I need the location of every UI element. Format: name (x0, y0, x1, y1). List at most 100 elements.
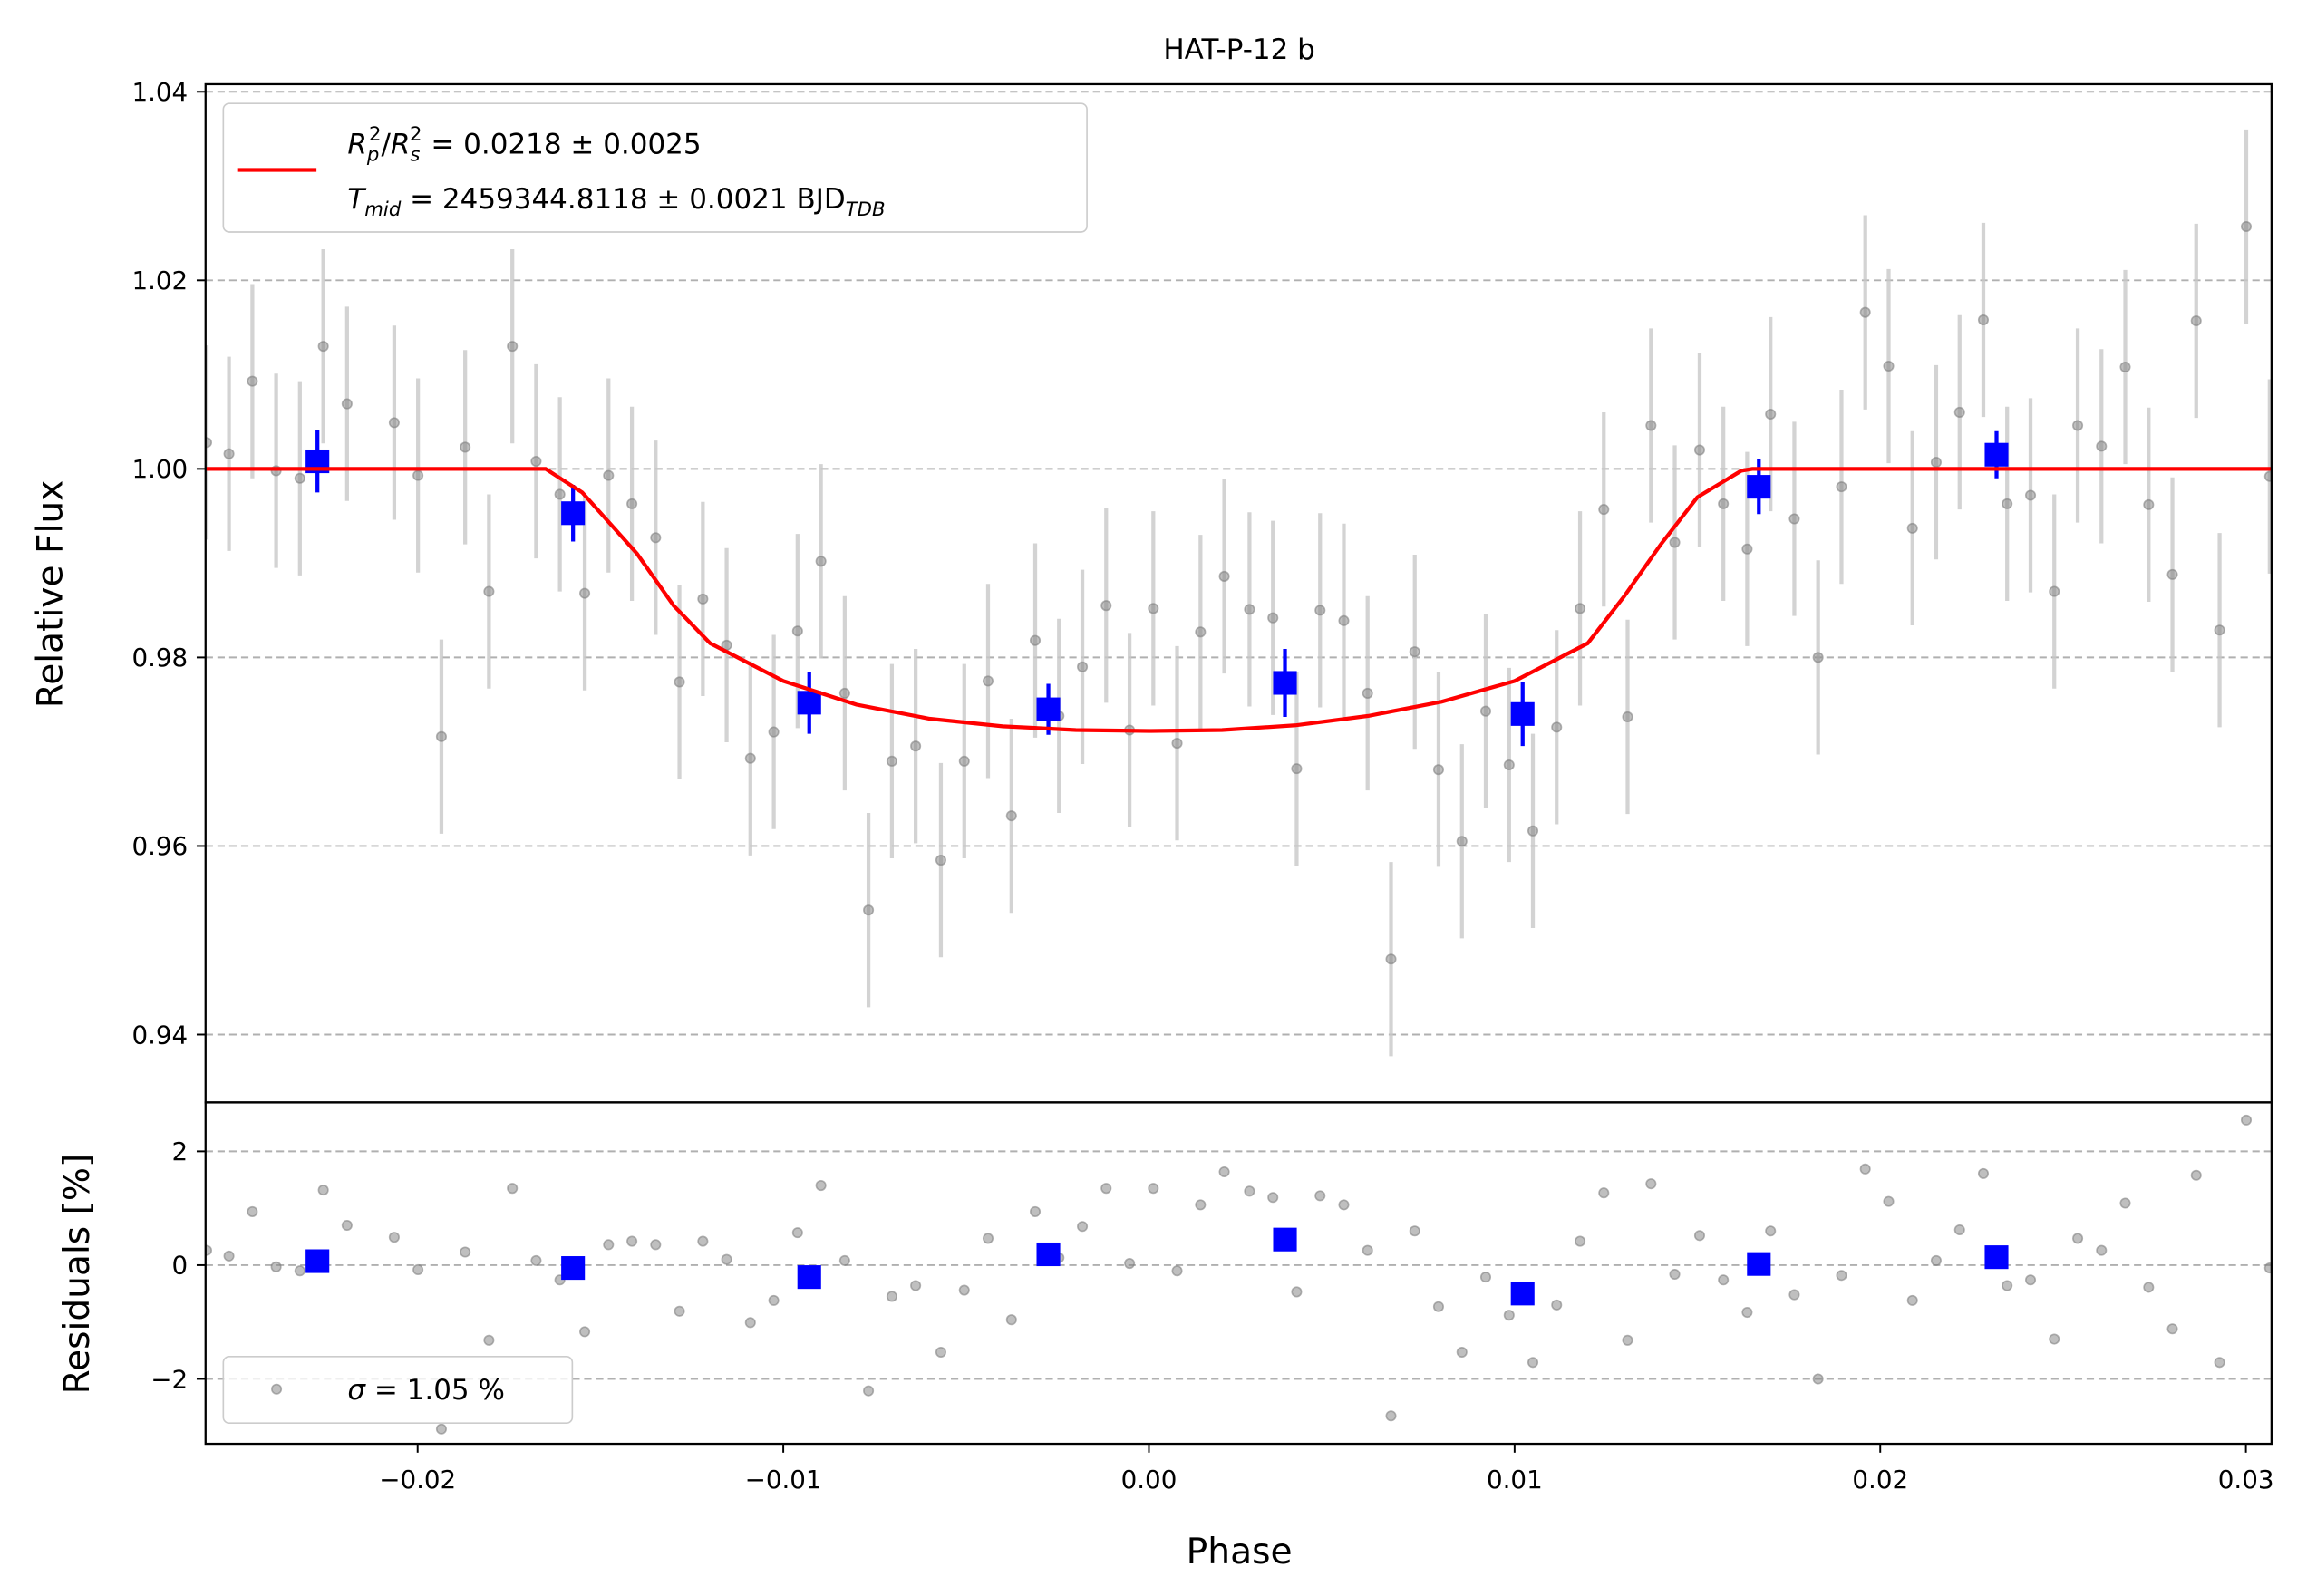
data-point (2049, 585, 2060, 597)
data-point (247, 375, 258, 387)
data-point (1338, 614, 1350, 626)
binned-point (1273, 671, 1297, 695)
data-point (2049, 1333, 2060, 1345)
data-point (1432, 1301, 1444, 1312)
data-point (483, 585, 495, 597)
data-point (2240, 220, 2253, 233)
data-point (530, 1254, 542, 1266)
data-point (1456, 836, 1468, 847)
data-point (1575, 603, 1586, 614)
data-point (1479, 1272, 1492, 1283)
legend-label-part: R (347, 129, 367, 161)
data-point (2024, 489, 2037, 501)
data-point (1812, 652, 1824, 663)
data-point (1575, 1235, 1586, 1247)
data-point (1693, 1230, 1706, 1242)
plot-area (205, 129, 2272, 1057)
data-point (2214, 1357, 2225, 1369)
data-point (460, 441, 471, 453)
data-point (1267, 1192, 1279, 1204)
data-point (791, 625, 803, 637)
legend-label-part: TDB (846, 198, 886, 220)
legend-label-part: / (381, 129, 391, 161)
legend-label-part: p (366, 143, 379, 166)
data-point (721, 1253, 732, 1265)
data-point (1148, 603, 1159, 614)
data-point (2024, 1274, 2037, 1286)
data-point (579, 1326, 591, 1338)
data-point (744, 752, 756, 764)
data-point (1100, 600, 1112, 612)
legend-marker (271, 1383, 283, 1395)
data-point (958, 1284, 970, 1296)
data-point (1195, 1199, 1207, 1211)
data-point (815, 1180, 827, 1192)
data-point (2166, 1323, 2178, 1335)
binned-point (1747, 475, 1771, 499)
x-tick-label: 0.01 (1487, 1465, 1543, 1494)
data-point (1765, 1225, 1777, 1237)
data-point (2096, 440, 2108, 452)
y-axis-label: Relative Flux (31, 480, 72, 708)
data-point (2119, 1197, 2131, 1209)
binned-point (1510, 1282, 1535, 1306)
data-point (982, 675, 994, 687)
data-point (2240, 1114, 2253, 1126)
x-tick-label: 0.00 (1121, 1465, 1178, 1494)
data-point (294, 1265, 305, 1277)
data-point (317, 1185, 329, 1196)
data-point (1148, 1183, 1159, 1195)
data-point (1718, 498, 1730, 509)
data-point (982, 1233, 994, 1244)
data-point (1741, 1307, 1753, 1319)
data-point (1527, 1357, 1539, 1369)
x-tick-label: −0.02 (379, 1465, 456, 1494)
legend-label-part: = 0.0218 ± 0.0025 (422, 129, 702, 161)
data-point (1314, 1190, 1326, 1202)
data-point (1551, 1299, 1563, 1311)
binned-point (1273, 1227, 1297, 1252)
binned-point (1747, 1252, 1771, 1276)
data-point (1859, 306, 1871, 318)
model-line (205, 467, 2272, 733)
data-point (2072, 420, 2084, 431)
binned-point (1036, 1242, 1061, 1267)
data-point (579, 587, 591, 599)
legend-label-part: = 2459344.8118 ± 0.0021 BJD (401, 183, 845, 216)
data-point (341, 1219, 353, 1232)
data-point (507, 1183, 519, 1195)
data-point (603, 469, 615, 481)
data-point (1479, 705, 1492, 717)
data-point (1622, 711, 1633, 722)
data-point (270, 1261, 282, 1272)
legend-label: Tmid = 2459344.8118 ± 0.0021 BJDTDB (347, 183, 885, 220)
data-point (626, 1235, 638, 1247)
data-point (2119, 361, 2131, 373)
binned-point (1984, 1245, 2009, 1270)
data-point (1883, 1195, 1895, 1207)
data-point (1953, 406, 1965, 418)
data-point (2166, 568, 2178, 580)
data-point (341, 398, 353, 410)
data-point (435, 1423, 447, 1435)
data-point (1124, 1258, 1136, 1270)
data-point (935, 1346, 946, 1359)
data-point (1765, 408, 1777, 421)
data-point (838, 687, 850, 699)
data-point (2143, 498, 2155, 510)
legend-label-part: σ (347, 1374, 366, 1407)
legend-label-part: T (347, 183, 366, 216)
plot-area (205, 1114, 2272, 1435)
data-point (744, 1317, 756, 1329)
x-tick-label: 0.02 (1852, 1465, 1908, 1494)
data-point (1005, 810, 1017, 822)
y-axis-label: Residuals [%] (57, 1154, 98, 1395)
data-point (1788, 1289, 1800, 1301)
y-tick-label: 0.98 (131, 643, 188, 672)
data-point (1669, 1268, 1681, 1281)
data-point (2002, 498, 2013, 509)
data-point (412, 1263, 424, 1275)
data-point (958, 755, 970, 767)
data-point (815, 556, 827, 567)
data-point (223, 1250, 235, 1262)
